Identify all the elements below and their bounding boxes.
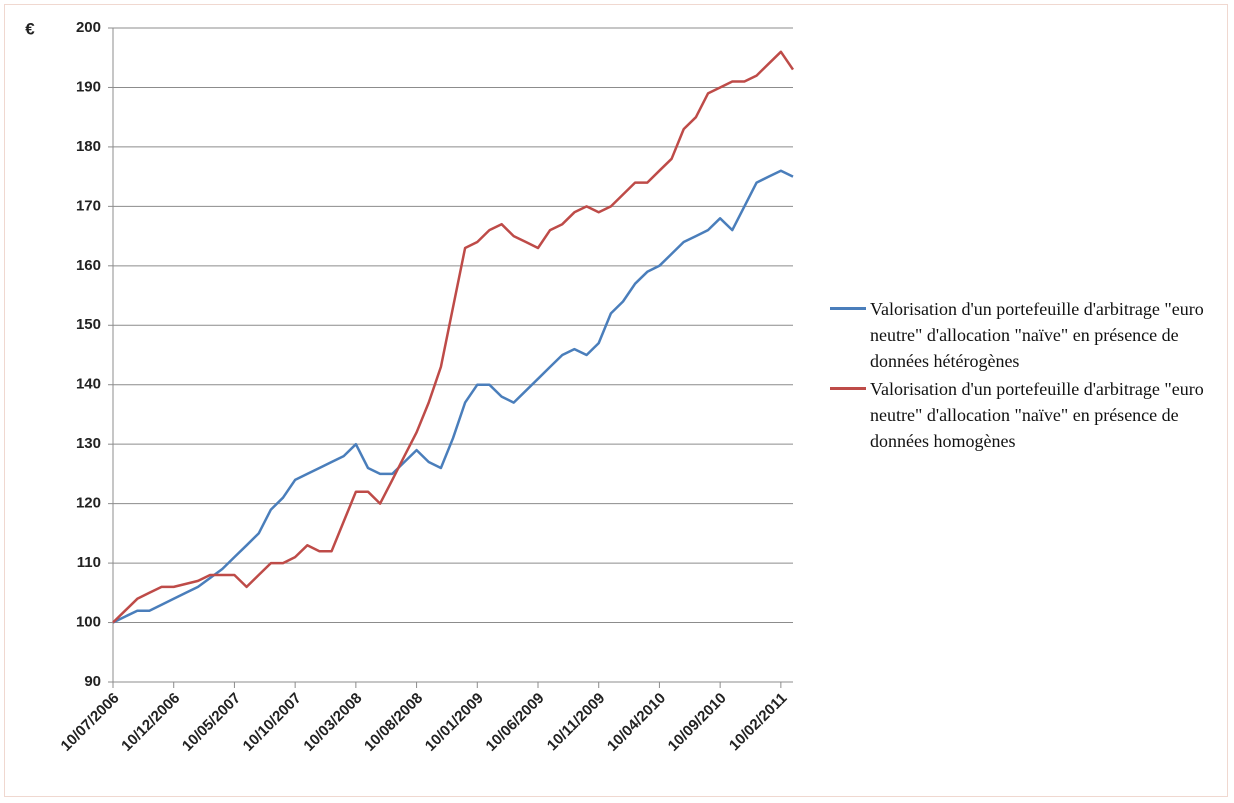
y-tick-label: 200 bbox=[76, 19, 101, 36]
y-tick-label: 130 bbox=[76, 435, 101, 452]
y-tick-label: 140 bbox=[76, 376, 101, 393]
legend-label: Valorisation d'un portefeuille d'arbitra… bbox=[870, 299, 1204, 371]
x-tick-label: 10/11/2009 bbox=[544, 690, 609, 755]
legend-label: Valorisation d'un portefeuille d'arbitra… bbox=[870, 379, 1204, 451]
y-tick-label: 190 bbox=[76, 78, 101, 95]
x-tick-label: 10/08/2008 bbox=[361, 690, 426, 755]
series-line bbox=[112, 169, 794, 624]
series-line bbox=[112, 50, 795, 624]
y-tick-label: 180 bbox=[76, 138, 101, 155]
y-tick-label: 120 bbox=[76, 495, 101, 512]
x-tick-label: 10/10/2007 bbox=[240, 690, 305, 755]
y-tick-label: 100 bbox=[76, 614, 101, 631]
y-tick-label: 150 bbox=[76, 316, 101, 333]
legend-entry: Valorisation d'un portefeuille d'arbitra… bbox=[830, 296, 1225, 374]
y-tick-label: 170 bbox=[76, 197, 101, 214]
x-tick-label: 10/03/2008 bbox=[300, 690, 365, 755]
x-tick-label: 10/12/2006 bbox=[118, 690, 183, 755]
x-tick-label: 10/01/2009 bbox=[422, 690, 487, 755]
x-tick-label: 10/06/2009 bbox=[483, 690, 548, 755]
x-tick-label: 10/09/2010 bbox=[665, 690, 730, 755]
legend-entry: Valorisation d'un portefeuille d'arbitra… bbox=[830, 376, 1225, 454]
y-tick-label: 90 bbox=[84, 673, 101, 690]
chart-frame bbox=[4, 4, 1228, 797]
x-tick-label: 10/05/2007 bbox=[179, 690, 244, 755]
x-tick-label: 10/02/2011 bbox=[726, 690, 791, 755]
legend-swatch bbox=[830, 307, 866, 310]
legend: Valorisation d'un portefeuille d'arbitra… bbox=[830, 296, 1225, 456]
legend-swatch bbox=[830, 387, 866, 390]
x-tick-label: 10/07/2006 bbox=[58, 690, 123, 755]
y-tick-label: 110 bbox=[77, 554, 101, 571]
y-unit: € bbox=[25, 19, 35, 38]
x-tick-label: 10/04/2010 bbox=[604, 690, 669, 755]
y-tick-label: 160 bbox=[76, 257, 101, 274]
